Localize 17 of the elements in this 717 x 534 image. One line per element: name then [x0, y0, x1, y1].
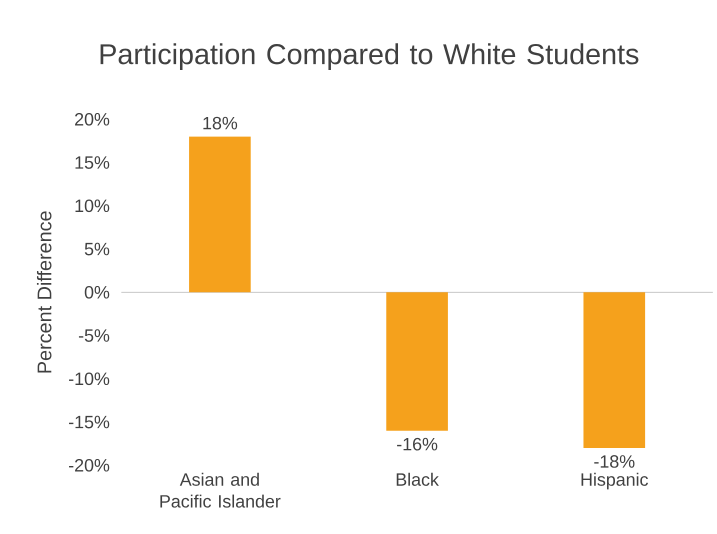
chart-title: Participation Compared to White Students — [100, 43, 638, 70]
x-tick-label: Hispanic — [582, 472, 648, 490]
data-label: -16% — [397, 438, 438, 451]
y-tick-label: -15% — [69, 416, 110, 428]
y-tick-label: 20% — [75, 113, 110, 126]
y-tick-label: 0% — [84, 286, 110, 299]
y-tick-label: 15% — [76, 156, 110, 169]
y-tick-label: -10% — [69, 372, 110, 386]
y-tick-label: 10% — [76, 200, 110, 212]
x-tick-label: Black — [396, 472, 439, 486]
y-tick-label: 5% — [84, 242, 110, 256]
data-label: -18% — [594, 455, 634, 468]
y-axis-title: Percent Difference — [36, 211, 52, 373]
y-tick-label: -20% — [69, 459, 110, 472]
y-tick-label: -5% — [78, 329, 110, 342]
x-tick-label: Asian and Pacific Islander — [160, 472, 281, 508]
data-label: 18% — [203, 116, 238, 130]
